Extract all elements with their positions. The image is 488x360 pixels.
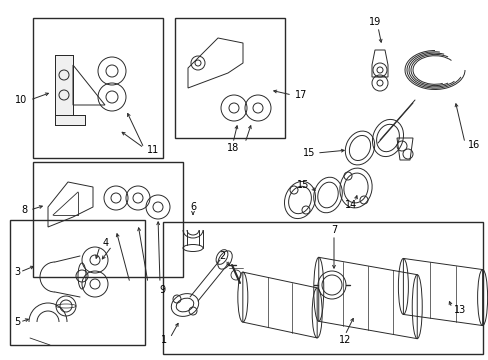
Text: 8: 8 bbox=[21, 205, 27, 215]
Text: 10: 10 bbox=[15, 95, 27, 105]
Text: 14: 14 bbox=[345, 200, 357, 210]
Text: 12: 12 bbox=[338, 335, 350, 345]
Polygon shape bbox=[55, 115, 85, 125]
Text: 11: 11 bbox=[147, 145, 159, 155]
Text: 1: 1 bbox=[161, 335, 167, 345]
Bar bbox=[10, 220, 145, 345]
Text: 5: 5 bbox=[14, 317, 20, 327]
Text: 7: 7 bbox=[330, 225, 336, 235]
Text: 17: 17 bbox=[294, 90, 307, 100]
Bar bbox=[33, 18, 163, 158]
Text: 4: 4 bbox=[103, 238, 109, 248]
Bar bbox=[175, 18, 285, 138]
Text: 3: 3 bbox=[14, 267, 20, 277]
Text: 16: 16 bbox=[467, 140, 479, 150]
Bar bbox=[33, 162, 183, 277]
Text: 6: 6 bbox=[189, 202, 196, 212]
Text: 15: 15 bbox=[302, 148, 314, 158]
Text: 13: 13 bbox=[453, 305, 465, 315]
Text: 9: 9 bbox=[159, 285, 165, 295]
Text: 15: 15 bbox=[296, 180, 308, 190]
Polygon shape bbox=[55, 55, 73, 125]
Bar bbox=[163, 222, 482, 354]
Text: 19: 19 bbox=[368, 17, 380, 27]
Text: 18: 18 bbox=[226, 143, 239, 153]
Text: 2: 2 bbox=[219, 251, 224, 261]
